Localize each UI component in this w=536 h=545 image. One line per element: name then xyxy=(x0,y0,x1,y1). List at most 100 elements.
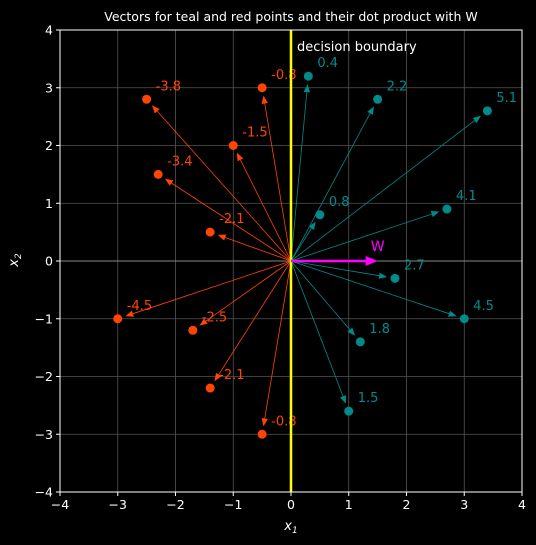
y-tick-label: −2 xyxy=(35,369,53,384)
red-dot-label: -3.8 xyxy=(156,79,181,94)
teal-vector-head xyxy=(448,310,457,317)
y-axis-label-main: x xyxy=(7,259,22,268)
x-tick-label: 2 xyxy=(403,497,411,512)
teal-dot-label: 2.2 xyxy=(387,79,408,94)
teal-point xyxy=(315,210,325,220)
x-tick-label: 1 xyxy=(345,497,353,512)
red-point xyxy=(257,429,267,439)
teal-point xyxy=(355,337,365,347)
teal-dot-label: 4.1 xyxy=(456,189,477,204)
x-tick-label: −1 xyxy=(224,497,242,512)
red-dot-label: -2.1 xyxy=(219,212,244,227)
red-vector-head xyxy=(164,178,174,186)
red-vector-head xyxy=(236,152,244,162)
teal-dot-label: 0.8 xyxy=(329,195,350,210)
red-vector xyxy=(214,260,292,382)
w-vector-head xyxy=(365,256,378,266)
teal-vector-head xyxy=(472,115,481,124)
teal-point xyxy=(442,204,452,214)
teal-vector xyxy=(290,221,316,262)
teal-point xyxy=(303,71,313,81)
teal-vector-shaft xyxy=(290,260,450,315)
teal-vector xyxy=(290,260,346,404)
red-vector xyxy=(261,260,292,427)
x-tick-label: −3 xyxy=(109,497,127,512)
red-vector xyxy=(125,260,292,317)
red-dot-label: -2.5 xyxy=(202,310,227,325)
red-point xyxy=(205,383,215,393)
teal-dot-label: 2.7 xyxy=(404,258,425,273)
teal-vector xyxy=(290,84,311,262)
red-point xyxy=(153,169,163,179)
y-axis-label-sub: 2 xyxy=(14,253,24,259)
teal-vector-shaft xyxy=(290,260,351,330)
teal-vector xyxy=(290,260,356,336)
teal-vector xyxy=(290,211,440,262)
teal-vector-head xyxy=(430,211,440,218)
teal-vector-head xyxy=(308,221,316,231)
teal-vector-shaft xyxy=(290,228,312,262)
red-vector xyxy=(151,105,292,262)
red-dot-label: -4.5 xyxy=(127,299,152,314)
teal-dot-label: 1.8 xyxy=(369,322,390,337)
teal-vector-head xyxy=(367,106,374,115)
teal-dot-label: 0.4 xyxy=(317,56,338,71)
y-tick-label: 2 xyxy=(45,138,53,153)
teal-vector xyxy=(290,260,457,317)
teal-point xyxy=(373,94,383,104)
y-tick-label: −4 xyxy=(35,485,53,500)
x-axis-label: x1 xyxy=(283,519,297,536)
teal-point xyxy=(390,273,400,283)
y-tick-label: 1 xyxy=(45,196,53,211)
y-tick-label: −1 xyxy=(35,311,53,326)
x-tick-label: −4 xyxy=(51,497,69,512)
red-vector-shaft xyxy=(171,182,292,262)
red-vector xyxy=(164,178,292,262)
axis-ticks: −4−4 −3 −3 −2 −2 −1 −1 0 0 1 1 2 2 3 3 4 4 xyxy=(35,23,526,513)
teal-vector-shaft xyxy=(290,120,475,262)
red-vector-shaft xyxy=(264,260,292,419)
red-vector-head xyxy=(199,318,208,326)
teal-dot-label: 4.5 xyxy=(473,299,494,314)
red-vector-shaft xyxy=(218,260,292,375)
red-vector-head xyxy=(261,95,268,105)
red-point xyxy=(257,83,267,93)
red-point xyxy=(113,314,123,324)
teal-dot-label: 5.1 xyxy=(496,91,517,106)
x-tick-label: −2 xyxy=(166,497,184,512)
teal-vector-shaft xyxy=(290,213,432,262)
red-vector-shaft xyxy=(264,103,292,262)
teal-vector xyxy=(290,106,374,262)
plot-frame xyxy=(59,29,523,493)
red-point xyxy=(228,141,238,150)
x-axis-label-sub: 1 xyxy=(292,526,298,536)
y-axis-label: x2 xyxy=(7,253,24,268)
red-vector-head xyxy=(217,234,227,241)
y-tick-label: 4 xyxy=(45,23,53,38)
x-tick-label: 4 xyxy=(518,497,526,512)
red-vector xyxy=(199,260,292,326)
red-vector xyxy=(236,152,292,262)
y-tick-label: 0 xyxy=(45,254,53,269)
teal-point xyxy=(459,314,469,324)
teal-point xyxy=(482,106,492,116)
red-vector-shaft xyxy=(156,110,292,262)
teal-dot-label: 1.5 xyxy=(358,391,379,406)
y-tick-label: −3 xyxy=(35,427,53,442)
red-vector-shaft xyxy=(225,237,292,262)
teal-point xyxy=(344,406,354,416)
teal-vector xyxy=(290,260,388,279)
red-vector-shaft xyxy=(205,260,292,322)
red-dot-label: -3.4 xyxy=(167,154,192,169)
teal-vector-head xyxy=(340,395,346,404)
x-axis-label-main: x xyxy=(283,519,292,534)
red-vector-head xyxy=(125,310,134,317)
red-vector-shaft xyxy=(132,260,292,315)
red-vector-head xyxy=(261,417,268,427)
x-tick-label: 0 xyxy=(287,497,295,512)
teal-vector-shaft xyxy=(290,260,380,277)
y-tick-label: 3 xyxy=(45,80,53,95)
chart-title: Vectors for teal and red points and thei… xyxy=(104,9,477,24)
x-tick-label: 3 xyxy=(460,497,468,512)
